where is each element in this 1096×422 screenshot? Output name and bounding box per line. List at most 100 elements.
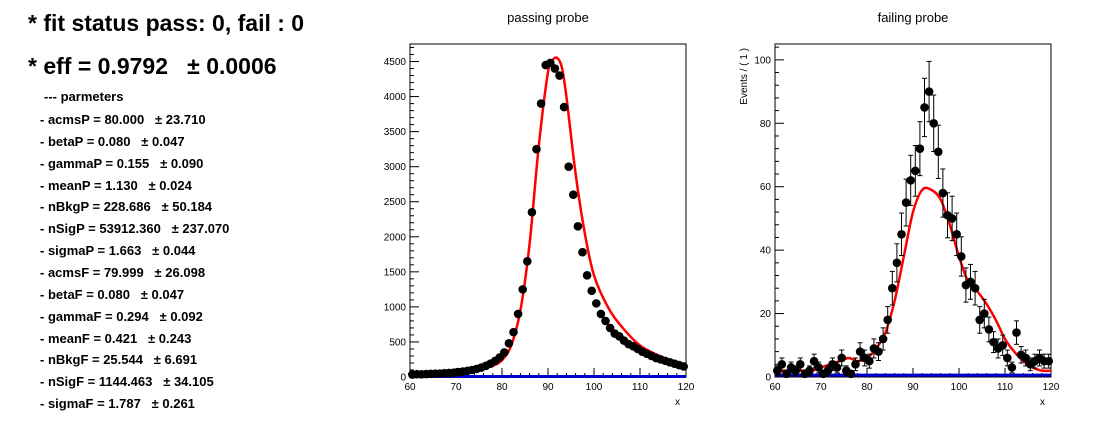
data-point bbox=[500, 348, 509, 357]
x-tick-label: 80 bbox=[496, 382, 508, 393]
data-point bbox=[523, 257, 532, 266]
x-tick-label: 70 bbox=[450, 382, 462, 393]
data-point bbox=[970, 283, 980, 293]
chart-title: passing probe bbox=[507, 10, 589, 25]
data-point bbox=[897, 229, 906, 239]
parameter-line: - sigmaF = 1.787 ± 0.261 bbox=[40, 396, 195, 412]
data-point bbox=[878, 334, 888, 344]
y-tick-label: 20 bbox=[760, 309, 772, 320]
data-point bbox=[573, 221, 583, 231]
parameter-line: - acmsF = 79.999 ± 26.098 bbox=[40, 264, 206, 280]
data-point bbox=[883, 315, 892, 325]
data-point bbox=[938, 188, 948, 198]
data-point bbox=[569, 190, 578, 200]
data-point bbox=[920, 103, 929, 112]
parameter-line: - nSigF = 1144.463 ± 34.105 bbox=[40, 374, 214, 390]
parameter-line: - nBkgF = 25.544 ± 6.691 bbox=[40, 352, 198, 368]
data-point bbox=[782, 369, 791, 379]
data-point bbox=[518, 285, 527, 294]
data-point bbox=[837, 353, 846, 363]
parameters-header: --- parmeters bbox=[44, 89, 124, 104]
y-tick-label: 60 bbox=[760, 182, 772, 193]
data-point bbox=[975, 315, 984, 325]
data-point bbox=[832, 363, 842, 372]
parameter-line: - sigmaP = 1.663 ± 0.044 bbox=[40, 243, 196, 259]
y-tick-label: 1000 bbox=[384, 302, 407, 313]
data-point bbox=[1012, 328, 1021, 337]
y-tick-label: 0 bbox=[765, 373, 771, 384]
data-point bbox=[791, 366, 800, 375]
data-point bbox=[1021, 353, 1030, 363]
x-tick-label: 100 bbox=[951, 382, 968, 393]
plot-frame bbox=[409, 43, 687, 378]
data-point bbox=[1007, 363, 1017, 372]
data-point bbox=[777, 360, 787, 369]
data-point bbox=[966, 277, 975, 287]
y-tick-label: 100 bbox=[754, 55, 771, 66]
data-point bbox=[888, 283, 897, 293]
data-point bbox=[509, 327, 518, 337]
data-point bbox=[1044, 356, 1053, 366]
data-point bbox=[984, 325, 994, 334]
parameter-line: - betaP = 0.080 ± 0.047 bbox=[40, 133, 185, 149]
x-tick-label: 90 bbox=[907, 382, 919, 393]
data-point bbox=[934, 147, 943, 157]
y-tick-label: 80 bbox=[760, 119, 772, 130]
x-axis-label: x bbox=[1040, 397, 1045, 408]
data-point bbox=[901, 198, 911, 207]
data-point bbox=[550, 64, 560, 73]
fit-status-text: * fit status pass: 0, fail : 0 bbox=[28, 10, 305, 36]
parameter-line: - meanF = 0.421 ± 0.243 bbox=[40, 330, 192, 346]
y-tick-label: 40 bbox=[760, 246, 772, 257]
data-point bbox=[851, 360, 860, 369]
data-point bbox=[773, 366, 782, 375]
data-point bbox=[559, 102, 569, 112]
chart-title: failing probe bbox=[878, 10, 949, 25]
fit-curve bbox=[774, 186, 1052, 376]
data-point bbox=[532, 144, 541, 154]
y-tick-label: 500 bbox=[389, 337, 406, 348]
y-axis-label: Events / ( 1 ) bbox=[739, 48, 750, 105]
y-tick-label: 2000 bbox=[384, 232, 407, 243]
data-point bbox=[596, 309, 606, 319]
data-point bbox=[865, 356, 874, 366]
parameter-line: - gammaF = 0.294 ± 0.092 bbox=[40, 308, 203, 324]
parameter-line: - acmsP = 80.000 ± 23.710 bbox=[40, 112, 206, 127]
x-tick-label: 80 bbox=[861, 382, 873, 393]
y-tick-label: 0 bbox=[400, 373, 406, 384]
data-point bbox=[915, 144, 925, 153]
data-point bbox=[892, 258, 902, 268]
y-tick-label: 3000 bbox=[384, 162, 407, 173]
y-tick-label: 4000 bbox=[384, 92, 407, 103]
data-point bbox=[564, 162, 573, 171]
data-point bbox=[989, 337, 998, 347]
fit-curve bbox=[409, 56, 687, 377]
x-tick-label: 110 bbox=[632, 382, 648, 393]
parameter-line: - meanP = 1.130 ± 0.024 bbox=[40, 177, 192, 193]
data-point bbox=[513, 309, 523, 319]
data-point bbox=[874, 347, 883, 356]
data-point bbox=[809, 356, 819, 366]
x-tick-label: 120 bbox=[678, 382, 695, 393]
data-point bbox=[587, 286, 596, 296]
data-point bbox=[504, 339, 514, 348]
data-point bbox=[1003, 353, 1012, 363]
data-point bbox=[578, 247, 587, 257]
data-point bbox=[796, 360, 805, 369]
x-tick-label: 60 bbox=[769, 382, 781, 393]
data-point bbox=[814, 363, 823, 372]
data-point bbox=[601, 316, 610, 326]
data-point bbox=[846, 369, 856, 379]
data-point bbox=[906, 176, 915, 185]
data-point bbox=[947, 214, 957, 223]
x-tick-label: 60 bbox=[404, 382, 416, 393]
x-tick-label: 120 bbox=[1043, 382, 1060, 393]
data-point bbox=[592, 299, 601, 308]
y-tick-label: 3500 bbox=[384, 127, 407, 138]
fit-summary-panel: * fit status pass: 0, fail : 0 * eff = 0… bbox=[0, 0, 370, 422]
passing-probe-chart: passing probe 60 70 80 90 100 110 120 0 500 1000 15… bbox=[384, 10, 695, 408]
parameter-line: - nBkgP = 228.686 ± 50.184 bbox=[40, 199, 213, 215]
data-point bbox=[679, 362, 688, 371]
x-axis-label: x bbox=[675, 397, 680, 408]
data-point bbox=[555, 71, 564, 80]
